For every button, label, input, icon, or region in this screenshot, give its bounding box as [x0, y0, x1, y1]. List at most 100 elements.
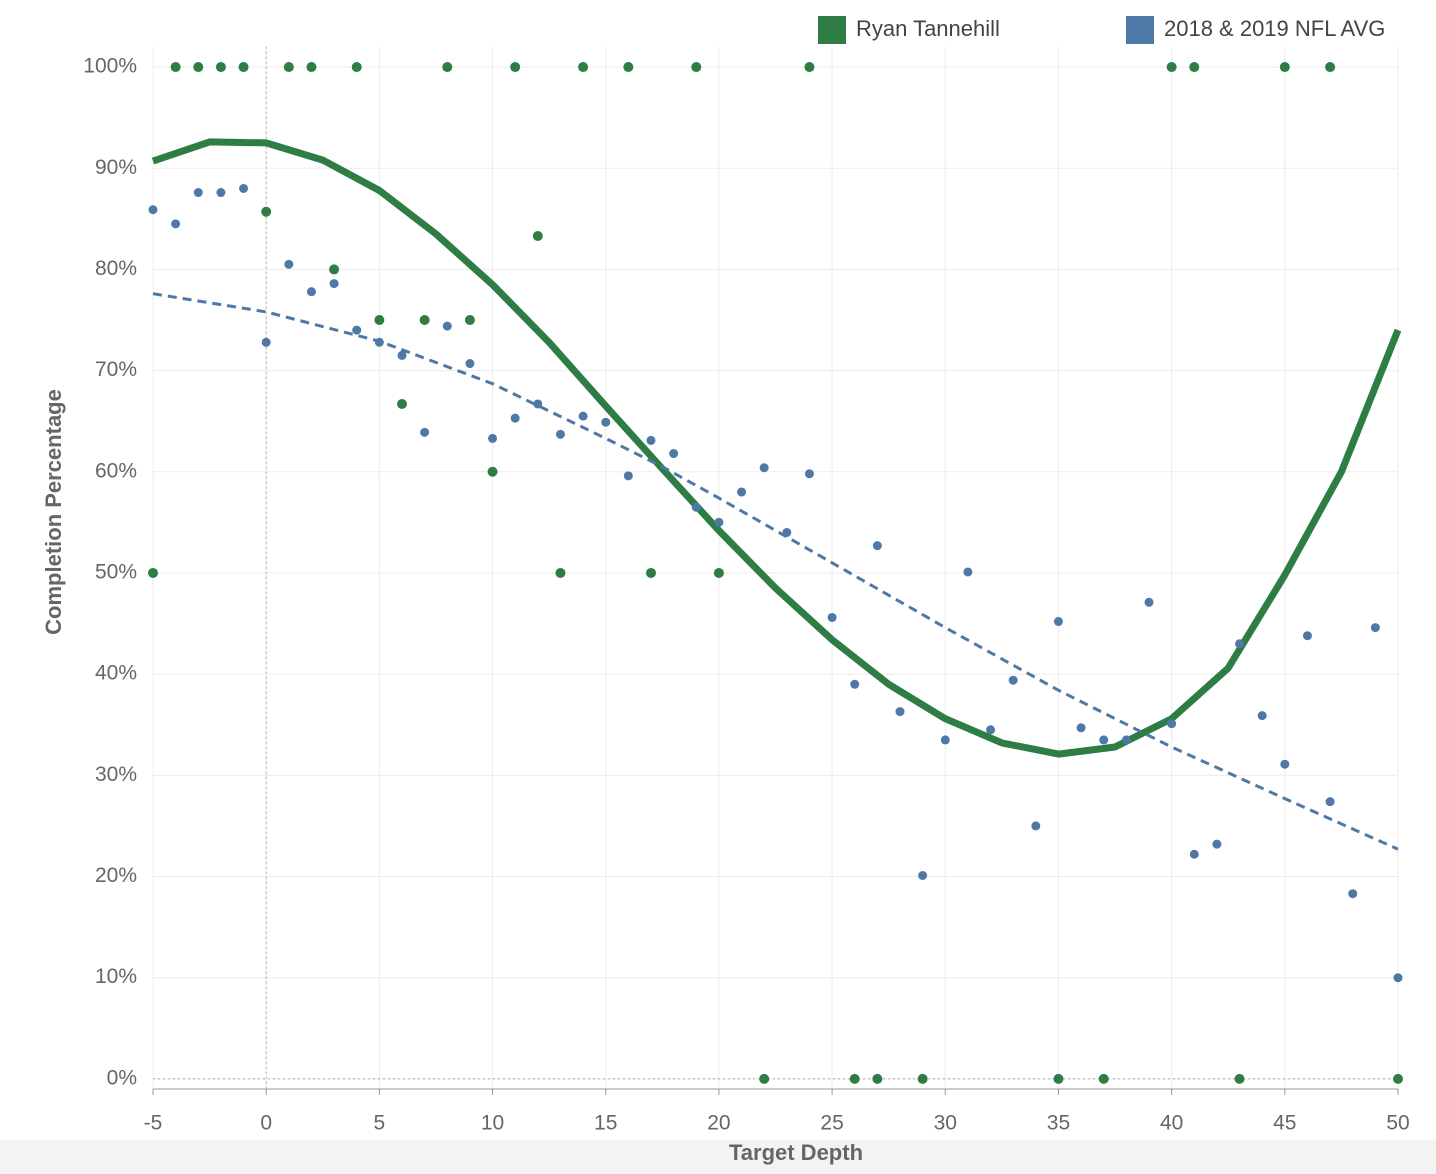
- point: [1212, 839, 1222, 849]
- point: [533, 399, 543, 409]
- y-tick-label: 30%: [95, 763, 137, 786]
- point: [555, 567, 566, 578]
- legend-swatch: [1126, 16, 1154, 44]
- point: [1167, 719, 1177, 729]
- point: [940, 735, 950, 745]
- point: [1189, 849, 1199, 859]
- point: [1053, 1073, 1064, 1084]
- x-tick-label: 20: [707, 1112, 730, 1135]
- point: [646, 567, 656, 578]
- point: [397, 398, 407, 409]
- point: [148, 567, 158, 578]
- point: [1076, 723, 1086, 733]
- point: [782, 527, 792, 537]
- point: [691, 62, 702, 73]
- point: [351, 62, 362, 73]
- point: [329, 279, 339, 289]
- point: [872, 1073, 883, 1084]
- x-axis-title: Target Depth: [729, 1140, 863, 1165]
- legend-swatch: [818, 16, 846, 44]
- point: [283, 62, 294, 73]
- point: [261, 206, 272, 217]
- y-tick-label: 0%: [107, 1066, 137, 1089]
- point: [1325, 797, 1335, 807]
- point: [510, 413, 520, 423]
- point: [1393, 973, 1403, 983]
- point: [759, 1073, 770, 1084]
- point: [171, 219, 181, 229]
- point: [193, 188, 203, 198]
- y-tick-label: 50%: [95, 561, 137, 584]
- point: [352, 325, 362, 335]
- point: [850, 679, 860, 689]
- point: [872, 541, 882, 551]
- point: [170, 62, 181, 73]
- y-tick-label: 40%: [95, 662, 137, 685]
- point: [1393, 1073, 1403, 1084]
- point: [918, 871, 928, 881]
- point: [917, 1073, 928, 1084]
- point: [714, 517, 724, 527]
- y-tick-label: 90%: [95, 156, 137, 179]
- x-tick-label: 45: [1273, 1112, 1296, 1135]
- point: [374, 314, 385, 325]
- y-tick-label: 60%: [95, 459, 137, 482]
- point: [397, 350, 407, 360]
- point: [215, 62, 226, 73]
- point: [148, 205, 158, 215]
- point: [578, 411, 588, 421]
- y-tick-label: 80%: [95, 257, 137, 280]
- point: [1370, 623, 1380, 633]
- x-tick-label: 5: [374, 1112, 386, 1135]
- point: [827, 612, 837, 622]
- point: [238, 62, 249, 73]
- point: [239, 183, 249, 193]
- y-axis-title: Completion Percentage: [41, 389, 66, 635]
- x-tick-label: 50: [1386, 1112, 1409, 1135]
- point: [623, 471, 633, 481]
- point: [986, 725, 996, 735]
- x-tick-label: 15: [594, 1112, 617, 1135]
- point: [487, 466, 498, 477]
- point: [849, 1073, 860, 1084]
- point: [804, 62, 815, 73]
- legend-label: 2018 & 2019 NFL AVG: [1164, 16, 1385, 41]
- trend-line: [152, 292, 1399, 851]
- point: [963, 567, 973, 577]
- point: [1234, 1073, 1245, 1084]
- point: [1189, 62, 1200, 73]
- y-tick-label: 70%: [95, 358, 137, 381]
- point: [216, 188, 226, 198]
- point: [374, 337, 384, 347]
- x-tick-label: 30: [934, 1112, 957, 1135]
- legend-label: Ryan Tannehill: [856, 16, 1000, 41]
- point: [1166, 62, 1177, 73]
- x-tick-label: -5: [144, 1112, 163, 1135]
- x-tick-label: 40: [1160, 1112, 1183, 1135]
- point: [306, 62, 317, 73]
- point: [1008, 675, 1018, 685]
- point: [284, 259, 294, 269]
- point: [1279, 62, 1290, 73]
- point: [691, 502, 701, 512]
- point: [1302, 631, 1312, 641]
- y-tick-label: 20%: [95, 864, 137, 887]
- point: [601, 417, 611, 427]
- point: [669, 449, 679, 459]
- trend-line: [151, 138, 1402, 758]
- point: [1099, 735, 1109, 745]
- point: [1144, 597, 1154, 607]
- point: [555, 429, 565, 439]
- footer-band: [0, 1140, 1436, 1174]
- point: [804, 469, 814, 479]
- point: [442, 321, 452, 331]
- point: [329, 264, 340, 275]
- point: [623, 62, 634, 73]
- point: [419, 314, 430, 325]
- point: [713, 567, 724, 578]
- point: [1121, 735, 1131, 745]
- point: [1325, 62, 1336, 73]
- point: [193, 62, 204, 73]
- y-tick-label: 10%: [95, 965, 137, 988]
